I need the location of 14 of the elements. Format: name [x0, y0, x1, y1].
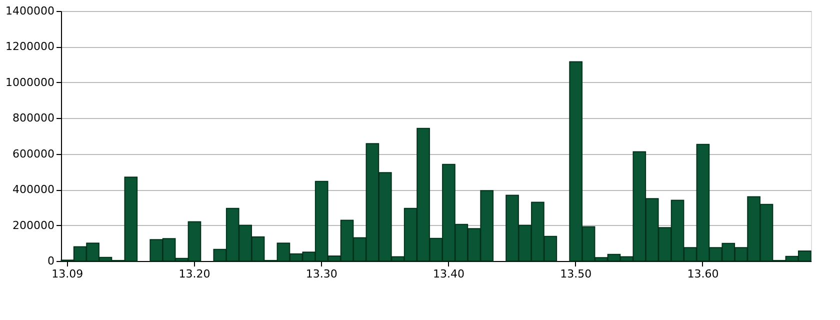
y-tick-label: 800000	[12, 112, 54, 125]
y-tick-label: 200000	[12, 218, 54, 232]
y-tick-label: 600000	[12, 147, 54, 160]
x-tick-label: 13.50	[560, 268, 592, 280]
x-tick-label: 13.09	[52, 268, 84, 280]
y-tick-label: 1000000	[6, 76, 54, 89]
y-tick-label: 0	[48, 254, 54, 268]
x-tick-label: 13.40	[432, 268, 464, 280]
y-tick-label: 400000	[12, 183, 54, 196]
x-tick-label: 13.20	[178, 268, 210, 280]
x-tick-label: 13.30	[306, 268, 338, 280]
x-tick-label: 13.60	[687, 268, 719, 280]
y-tick-label: 1400000	[6, 4, 54, 18]
y-tick-label: 1200000	[6, 40, 54, 54]
